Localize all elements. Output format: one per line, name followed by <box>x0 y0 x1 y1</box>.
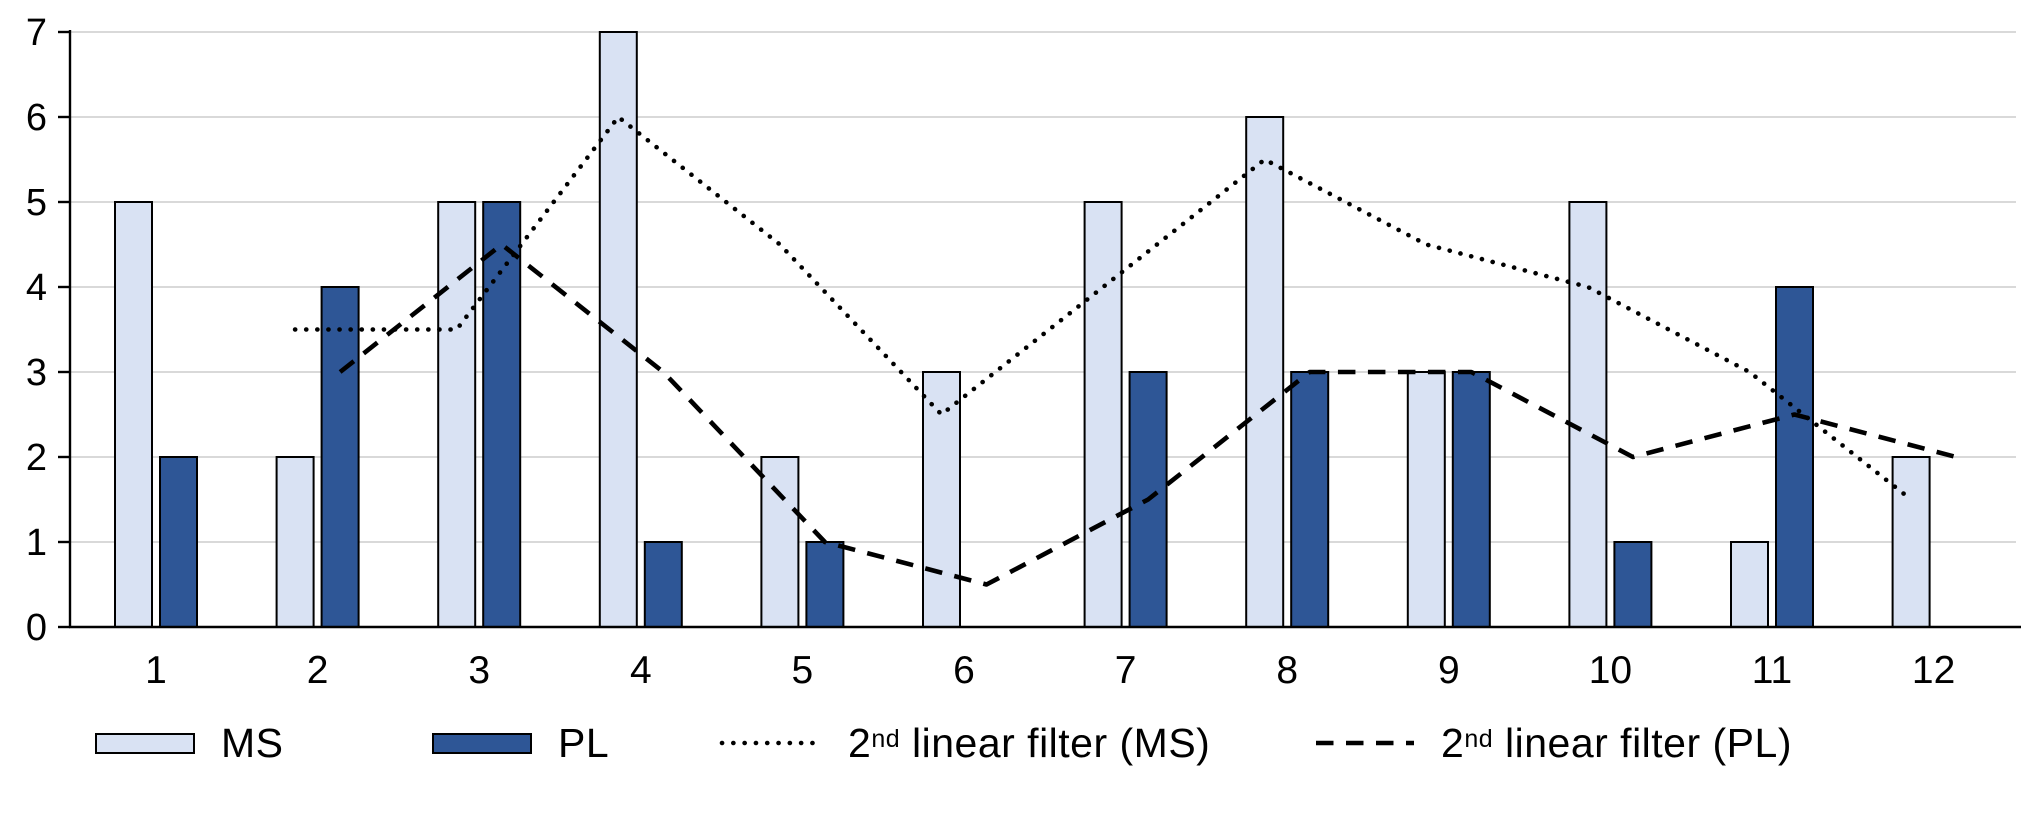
y-axis-label-5: 5 <box>26 182 47 224</box>
bar-pl-8 <box>1290 371 1330 628</box>
bar-pl-5 <box>805 541 845 628</box>
x-axis-label-10: 10 <box>1589 649 1632 692</box>
bar-ms-4 <box>598 31 638 628</box>
y-axis-label-4: 4 <box>26 267 47 309</box>
bar-pl-10 <box>1613 541 1653 628</box>
x-axis-label-11: 11 <box>1752 649 1793 692</box>
x-axis-label-2: 2 <box>307 649 329 692</box>
x-axis-label-7: 7 <box>1115 649 1137 692</box>
x-axis-label-4: 4 <box>630 649 652 692</box>
bar-ms-7 <box>1083 201 1123 628</box>
y-axis-label-2: 2 <box>26 437 47 479</box>
bar-ms-3 <box>437 201 477 628</box>
y-axis-label-6: 6 <box>26 97 47 139</box>
bar-ms-1 <box>114 201 153 628</box>
bar-pl-11 <box>1775 286 1814 628</box>
bar-ms-12 <box>1891 456 1931 628</box>
x-axis-label-12: 12 <box>1912 649 1955 692</box>
bar-pl-3 <box>482 201 522 628</box>
x-axis-label-3: 3 <box>468 649 490 692</box>
y-axis-label-3: 3 <box>26 352 47 394</box>
bar-pl-4 <box>643 541 683 628</box>
bar-pl-9 <box>1451 371 1491 628</box>
bar-ms-11 <box>1730 541 1769 628</box>
x-axis-label-5: 5 <box>792 649 814 692</box>
x-axis-label-1: 1 <box>145 649 167 692</box>
x-axis-label-9: 9 <box>1438 649 1460 692</box>
filter-line-ms-dotted <box>292 114 1914 502</box>
y-axis-label-0: 0 <box>26 607 47 649</box>
bar-ms-6 <box>922 371 961 628</box>
bar-ms-2 <box>275 456 315 628</box>
x-axis-label-6: 6 <box>953 649 975 692</box>
x-axis-label-8: 8 <box>1276 649 1298 692</box>
bar-pl-2 <box>320 286 360 628</box>
bar-ms-5 <box>760 456 800 628</box>
filter-line-pl-dashed <box>338 242 1957 587</box>
y-axis-label-1: 1 <box>26 522 47 564</box>
bar-pl-1 <box>159 456 198 628</box>
bar-ms-10 <box>1568 201 1608 628</box>
bar-ms-8 <box>1245 116 1285 628</box>
bar-ms-9 <box>1406 371 1446 628</box>
y-axis-label-7: 7 <box>26 12 47 54</box>
